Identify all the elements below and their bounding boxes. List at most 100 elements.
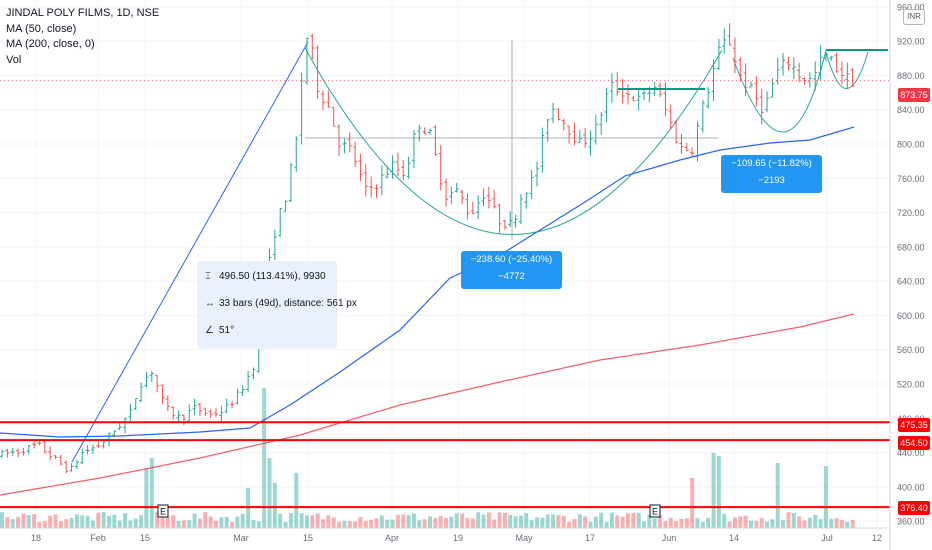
- volume-bar: [69, 517, 74, 528]
- volume-bar: [107, 515, 111, 528]
- volume-bar: [658, 515, 663, 528]
- volume-bar: [283, 521, 288, 528]
- volume-bar: [706, 518, 711, 528]
- volume-bar: [829, 518, 834, 528]
- y-tick-label: 600.00: [897, 311, 925, 321]
- volume-bar: [486, 512, 491, 528]
- volume-bar: [802, 520, 807, 528]
- volume-bar: [203, 512, 208, 528]
- volume-bar: [369, 519, 374, 528]
- x-tick-label: 14: [729, 533, 739, 543]
- x-tick-label: 19: [453, 533, 463, 543]
- volume-bar: [32, 514, 37, 528]
- volume-bar: [58, 521, 63, 528]
- volume-bar: [524, 513, 529, 528]
- volume-bar: [604, 521, 609, 528]
- legend-ma50[interactable]: MA (50, close): [6, 22, 77, 35]
- volume-bar: [727, 521, 732, 528]
- volume-bar: [540, 517, 545, 528]
- volume-bar: [700, 521, 705, 528]
- volume-bar: [652, 518, 657, 528]
- volume-bar: [722, 513, 727, 528]
- volume-bar: [353, 521, 358, 528]
- volume-bar: [417, 520, 422, 528]
- volume-bar: [775, 463, 780, 528]
- volume-bar: [449, 516, 454, 528]
- y-tick-label: 520.00: [897, 380, 925, 390]
- volume-bar: [299, 513, 304, 528]
- y-tick-label: 760.00: [897, 174, 925, 184]
- earnings-label: E: [160, 507, 166, 517]
- volume-bar: [647, 514, 652, 528]
- volume-bar: [679, 518, 684, 528]
- volume-bar: [0, 512, 4, 528]
- x-tick-label: Jun: [662, 533, 677, 543]
- measure-callout-a[interactable]: −238.60 (−25.40%) −4772 58 bars, 87d: [461, 251, 562, 299]
- volume-bar: [850, 519, 855, 528]
- volume-bar: [636, 512, 641, 528]
- legend-ma200[interactable]: MA (200, close, 0): [6, 38, 95, 50]
- level-tag-376: 376.40: [898, 501, 930, 515]
- stats-price: 496.50 (113.41%), 9930: [219, 271, 326, 282]
- volume-bar: [406, 515, 411, 528]
- volume-bar: [80, 515, 85, 528]
- volume-bar: [684, 518, 689, 528]
- volume-bar: [256, 521, 261, 528]
- volume-bar: [690, 478, 695, 528]
- volume-bar: [321, 519, 325, 528]
- stats-angle: 51°: [219, 325, 235, 336]
- volume-bar: [529, 520, 534, 528]
- volume-bar: [749, 520, 753, 528]
- measure-stats-box[interactable]: ⌶ 496.50 (113.41%), 9930 ↔ 33 bars (49d), …: [197, 261, 357, 349]
- y-tick-label: 440.00: [897, 448, 925, 458]
- handle-curve-2: [825, 51, 869, 89]
- price-range-icon: ⌶: [205, 271, 211, 282]
- volume-bar: [240, 513, 245, 528]
- volume-bar: [460, 513, 465, 528]
- y-tick-label: 960.00: [897, 2, 925, 12]
- y-tick-label: 880.00: [897, 71, 925, 81]
- volume-bar: [214, 520, 218, 528]
- volume-bar: [315, 513, 320, 528]
- currency-badge[interactable]: INR: [903, 9, 925, 25]
- y-tick-label: 640.00: [897, 277, 925, 287]
- callout-b-line2: 13 bars, 19d: [745, 192, 798, 203]
- volume-bar: [401, 514, 406, 528]
- volume-bar: [379, 515, 384, 528]
- volume-bar: [845, 521, 850, 528]
- y-tick-label: 840.00: [897, 105, 925, 115]
- volume-bar: [492, 519, 497, 528]
- volume-bar: [588, 521, 593, 528]
- volume-bar: [304, 515, 309, 528]
- volume-bar: [10, 519, 15, 528]
- volume-bar: [144, 468, 149, 528]
- volume-bar: [342, 520, 347, 528]
- volume-bar: [545, 514, 550, 528]
- x-tick-label: 12: [872, 533, 882, 543]
- volume-bar: [765, 521, 770, 528]
- volume-bar: [786, 512, 791, 528]
- measure-callout-b[interactable]: −109.65 (−11.82%) −2193 13 bars, 19d: [721, 155, 822, 203]
- x-tick-label: May: [515, 533, 533, 543]
- x-tick-label: Jul: [821, 533, 833, 543]
- volume-bar: [668, 517, 673, 528]
- volume-bar: [272, 483, 277, 528]
- earnings-marker: [649, 504, 661, 518]
- volume-bar: [572, 519, 577, 528]
- ma200-line: [0, 313, 855, 496]
- volume-bar: [123, 513, 128, 528]
- earnings-marker: [157, 504, 169, 518]
- volume-bar: [262, 388, 267, 528]
- volume-bar: [149, 458, 154, 528]
- volume-bar: [278, 513, 283, 528]
- y-tick-label: 920.00: [897, 37, 925, 47]
- volume-bar: [310, 515, 315, 528]
- volume-bar: [743, 515, 748, 528]
- volume-bar: [85, 515, 90, 528]
- volume-bar: [347, 521, 352, 528]
- y-tick-label: 680.00: [897, 242, 925, 252]
- volume-bar: [155, 512, 160, 528]
- x-tick-label: Feb: [90, 533, 106, 543]
- legend-vol[interactable]: Vol: [6, 53, 22, 66]
